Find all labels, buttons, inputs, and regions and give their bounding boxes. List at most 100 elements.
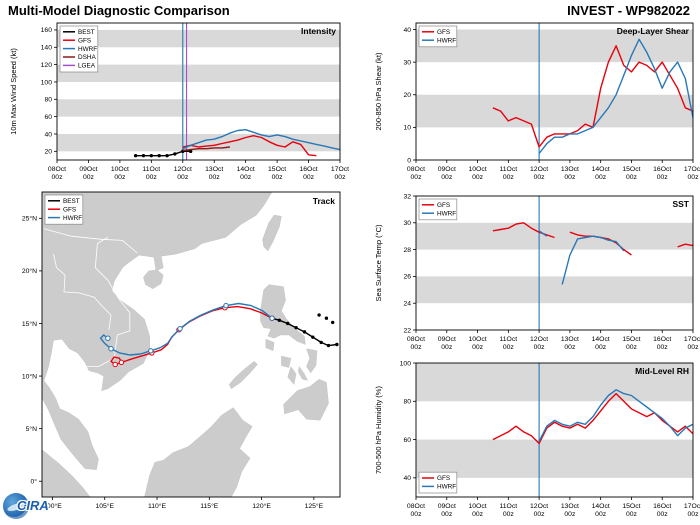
svg-text:00z: 00z [335,174,347,181]
svg-text:105°E: 105°E [95,502,114,510]
svg-text:140: 140 [41,45,53,52]
svg-text:10Oct: 10Oct [468,336,486,343]
svg-text:80: 80 [403,399,411,406]
svg-text:00z: 00z [564,174,576,181]
svg-text:00z: 00z [564,344,576,351]
map-land [42,192,329,497]
svg-text:00z: 00z [52,174,64,181]
legend-label-hwrf: HWRF [78,46,97,53]
track-title: Track [313,196,335,206]
svg-text:20: 20 [403,92,411,99]
intensity-title: Intensity [301,26,336,36]
svg-text:00z: 00z [472,344,484,351]
svg-text:08Oct: 08Oct [407,503,425,510]
intensity-ylabel: 10m Max Wind Speed (kt) [9,48,18,135]
svg-text:15Oct: 15Oct [268,166,286,173]
svg-text:00z: 00z [503,511,515,518]
svg-text:14Oct: 14Oct [592,166,610,173]
svg-text:00z: 00z [472,174,484,181]
svg-text:00z: 00z [503,174,515,181]
svg-text:13Oct: 13Oct [205,166,223,173]
svg-text:00z: 00z [595,344,607,351]
svg-text:20°N: 20°N [22,267,37,275]
svg-text:16Oct: 16Oct [653,166,671,173]
svg-text:08Oct: 08Oct [407,336,425,343]
rh-panel: 40608010008Oct00z09Oct00z10Oct00z11Oct00… [374,360,700,518]
svg-text:25°N: 25°N [22,215,37,223]
svg-text:00z: 00z [626,174,638,181]
svg-text:125°E: 125°E [305,502,324,510]
svg-text:13Oct: 13Oct [561,503,579,510]
svg-text:00z: 00z [240,174,252,181]
sst-gfs-line [677,243,693,248]
svg-text:80: 80 [44,97,52,104]
svg-text:09Oct: 09Oct [79,166,97,173]
svg-text:20: 20 [44,149,52,156]
cira-logo: CIRA [3,492,73,522]
svg-text:17Oct: 17Oct [684,503,700,510]
sst-hwrf-line [538,230,548,237]
legend-label-dsha: DSHA [78,54,96,61]
svg-text:00z: 00z [272,174,284,181]
svg-text:11Oct: 11Oct [500,336,518,343]
svg-text:09Oct: 09Oct [438,166,456,173]
storm-id: INVEST - WP982022 [567,3,690,18]
svg-text:100°E: 100°E [43,502,62,510]
svg-text:30: 30 [403,59,411,66]
shear-panel: 01020304008Oct00z09Oct00z10Oct00z11Oct00… [374,22,700,181]
svg-text:00z: 00z [626,344,638,351]
svg-text:160: 160 [41,27,53,34]
legend-label-gfs: GFS [437,202,450,209]
svg-text:12Oct: 12Oct [174,166,192,173]
svg-text:100: 100 [400,360,412,367]
svg-text:00z: 00z [209,174,221,181]
shear-title: Deep-Layer Shear [617,26,690,36]
svg-text:11Oct: 11Oct [143,166,161,173]
svg-text:00z: 00z [503,344,515,351]
track-panel: 100°E 105°E 110°E 115°E 120°E 125°E 0° 5°N 10°N 1… [22,191,341,510]
svg-text:00z: 00z [688,344,700,351]
svg-text:0°: 0° [31,478,38,486]
svg-text:00z: 00z [83,174,95,181]
shear-ylabel: 200-850 hPa Shear (kt) [374,52,383,130]
legend-label-hwrf: HWRF [437,210,456,217]
svg-text:00z: 00z [177,174,189,181]
shear-hwrf-line [538,38,693,154]
svg-text:00z: 00z [688,511,700,518]
svg-text:00z: 00z [411,344,423,351]
svg-text:14Oct: 14Oct [237,166,255,173]
cira-logo-text: CIRA [17,498,49,513]
svg-text:120°E: 120°E [252,502,271,510]
legend-label-gfs: GFS [63,206,76,213]
svg-text:40: 40 [403,475,411,482]
intensity-gfs-line [182,134,317,157]
svg-text:24: 24 [403,301,411,308]
track-hwrf-line [99,302,273,356]
svg-text:00z: 00z [657,174,669,181]
track-gfs-line [110,305,273,366]
svg-text:40: 40 [44,131,52,138]
svg-text:28: 28 [403,247,411,254]
intensity-hwrf-line [182,128,340,151]
svg-text:120: 120 [41,62,53,69]
sst-hwrf-line [561,235,625,285]
svg-text:08Oct: 08Oct [407,166,425,173]
legend-label-gfs: GFS [437,475,450,482]
legend-label-hwrf: HWRF [437,484,456,491]
svg-text:00z: 00z [472,511,484,518]
rh-ylabel: 700-500 hPa Humidity (%) [374,386,383,474]
svg-text:15Oct: 15Oct [622,503,640,510]
svg-text:00z: 00z [595,511,607,518]
svg-text:17Oct: 17Oct [684,336,700,343]
legend-label-lgea: LGEA [78,63,96,70]
svg-text:17Oct: 17Oct [684,166,700,173]
svg-text:22: 22 [403,327,411,334]
svg-text:17Oct: 17Oct [331,166,349,173]
rh-hwrf-line [538,389,693,442]
intensity-dsha-line [182,146,230,152]
